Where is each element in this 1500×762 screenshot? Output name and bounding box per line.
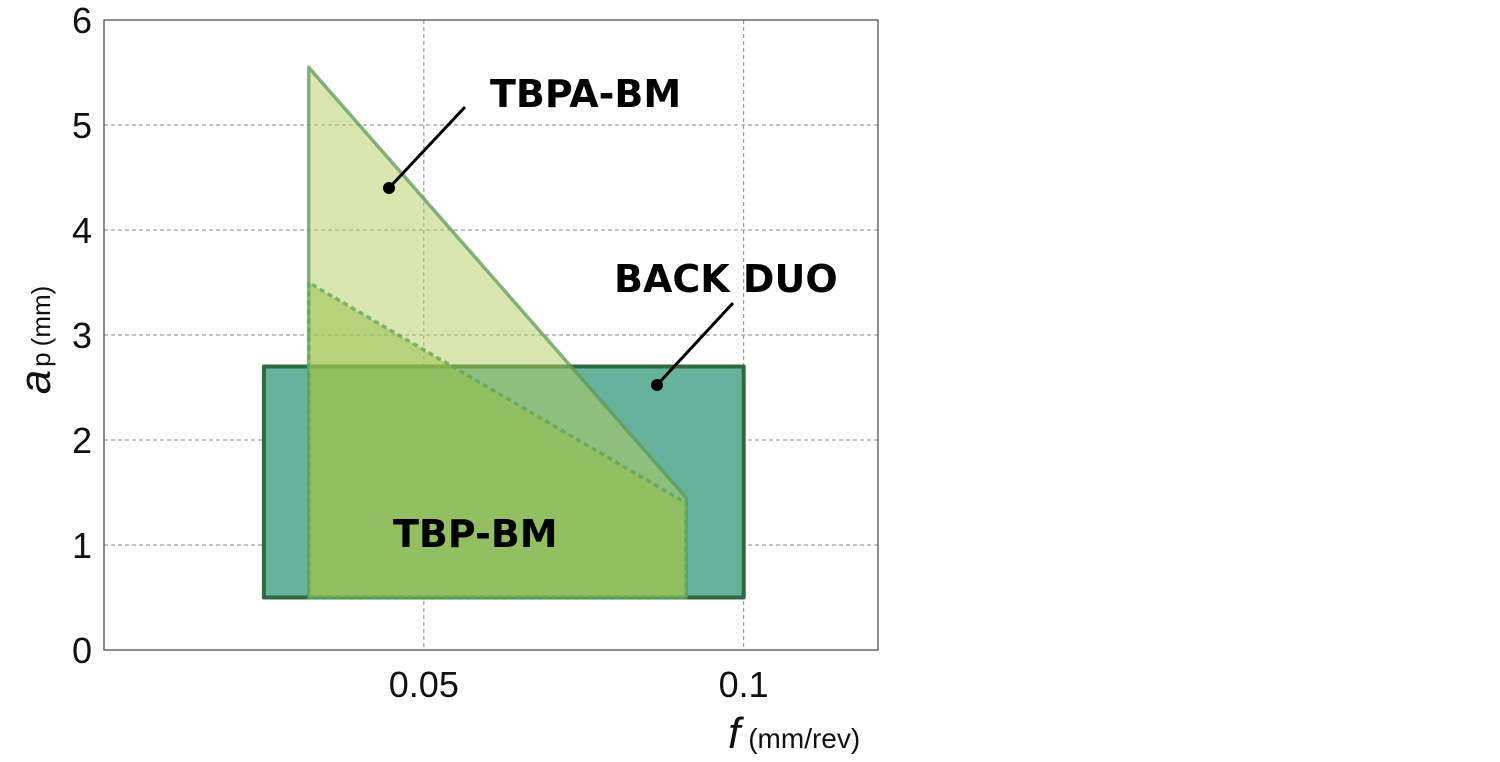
x-axis-unit: (mm/rev): [748, 723, 860, 754]
y-axis-subscript: p: [26, 352, 56, 366]
y-tick-label: 2: [72, 420, 92, 461]
x-axis-label: f (mm/rev): [728, 709, 860, 758]
annotation-label: TBP-BM: [393, 512, 558, 556]
y-axis-label: ap (mm): [11, 286, 60, 395]
annotation-label: BACK DUO: [614, 257, 838, 301]
annotation-leader-line: [387, 105, 467, 190]
annotation-leader-line: [655, 301, 735, 387]
y-tick-label: 4: [72, 210, 92, 251]
ticks: 0 1 2 3 4 5 6 0.05 0.1: [72, 0, 769, 705]
annotation-dot: [651, 379, 663, 391]
annotation-dot: [383, 182, 395, 194]
y-axis-unit: (mm): [26, 286, 56, 347]
x-axis-symbol: f: [728, 709, 745, 758]
region-tbp-bm: [306, 280, 688, 600]
y-tick-label: 0: [72, 630, 92, 671]
annotations: TBPA-BM BACK DUO TBP-BM: [383, 72, 838, 556]
y-axis-symbol: a: [11, 370, 60, 394]
y-tick-label: 1: [72, 525, 92, 566]
plot-frame: [103, 19, 879, 651]
y-tick-label: 3: [72, 315, 92, 356]
y-tick-label: 5: [72, 105, 92, 146]
y-tick-label: 6: [72, 0, 92, 41]
regions: [261, 65, 746, 600]
annotation-label: TBPA-BM: [490, 72, 681, 116]
x-tick-label: 0.05: [389, 664, 459, 705]
x-tick-label: 0.1: [719, 664, 769, 705]
